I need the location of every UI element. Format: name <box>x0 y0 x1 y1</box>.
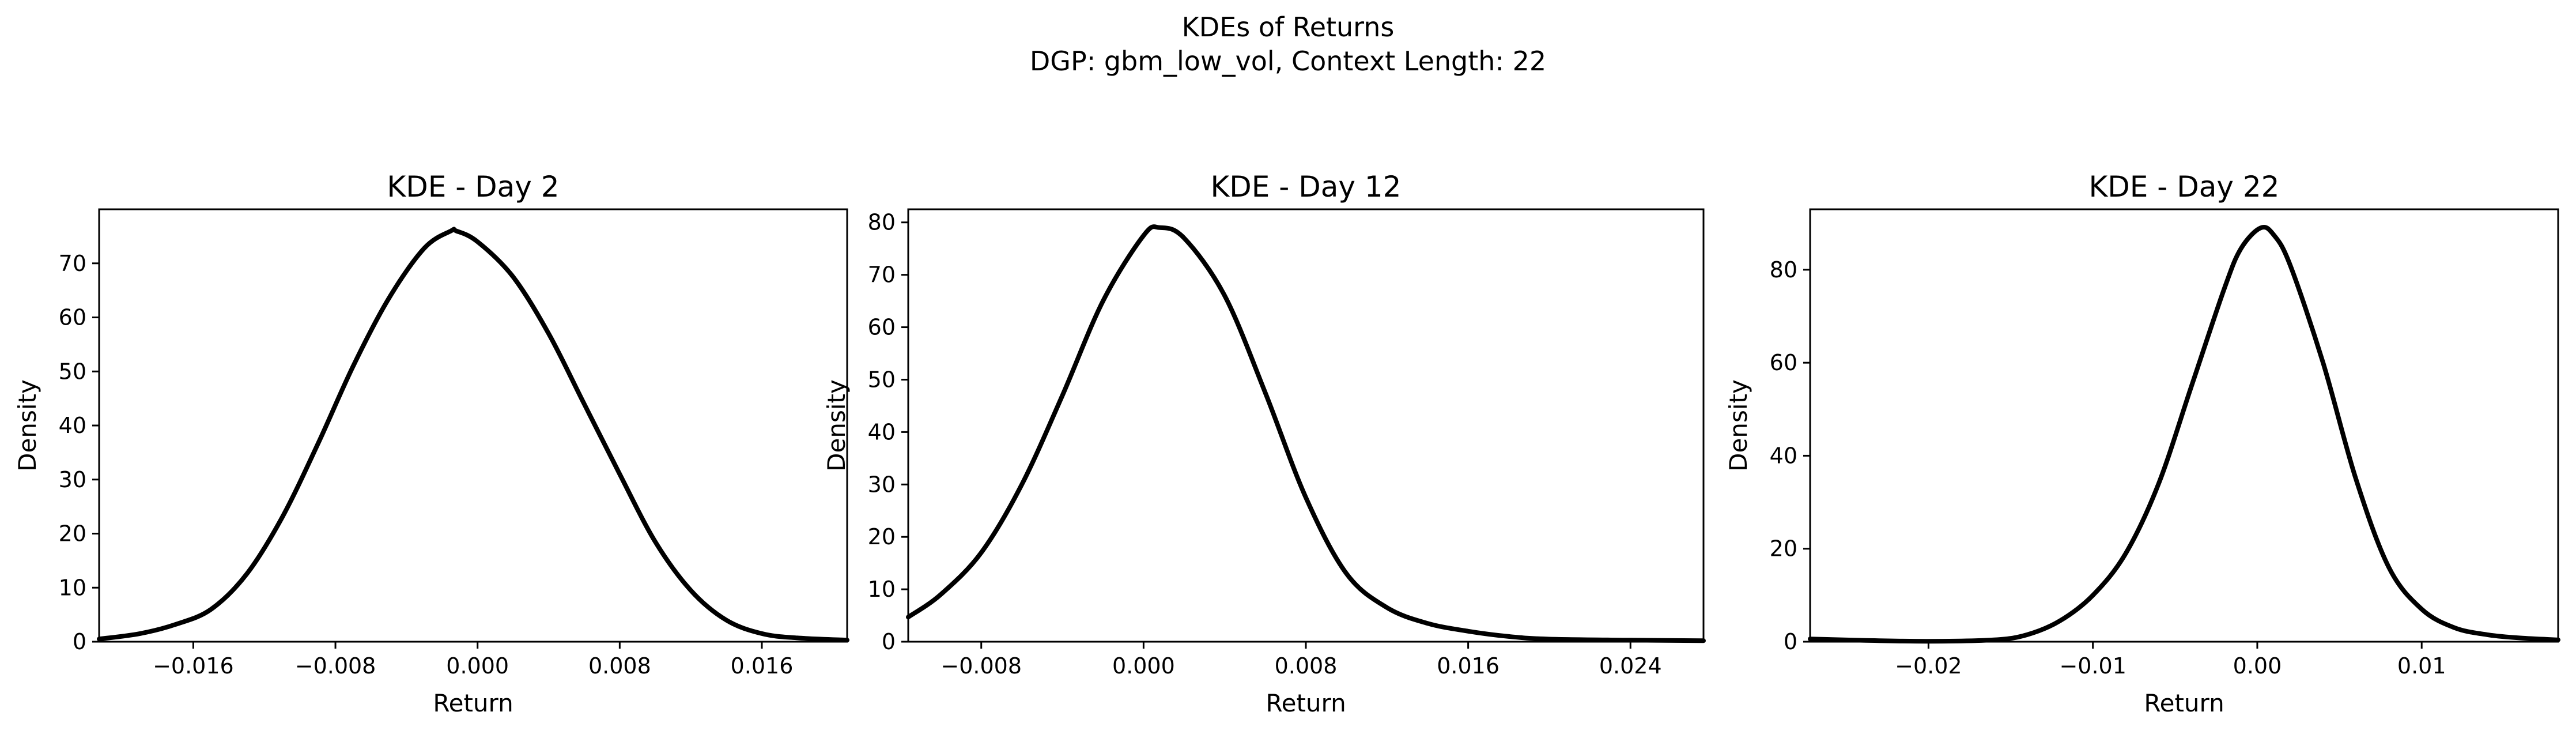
x-tick-label: −0.01 <box>2059 653 2126 679</box>
y-tick-label: 40 <box>868 419 896 445</box>
y-tick-label: 50 <box>59 359 86 384</box>
subplot-title: KDE - Day 12 <box>1211 170 1402 204</box>
x-tick-label: 0.016 <box>731 653 794 679</box>
y-tick-label: 20 <box>1770 536 1797 562</box>
y-tick-label: 0 <box>1784 629 1797 654</box>
subplot-title: KDE - Day 2 <box>387 170 559 204</box>
kde-curve <box>906 224 1706 643</box>
x-tick-label: 0.024 <box>1599 653 1662 679</box>
x-tick-label: 0.000 <box>1112 653 1175 679</box>
figure-suptitle-line1: KDEs of Returns <box>1182 12 1395 43</box>
plot-area-frame <box>1809 208 2559 643</box>
subplot-3: KDE - Day 22 −0.02 −0.01 0.00 0.01 0 20 40 60 80 R… <box>1724 170 2560 717</box>
subplots: KDE - Day 2−0.016 −0.008 0.000 0.008 0.01601… <box>13 170 2560 717</box>
plot-area-frame <box>98 208 848 643</box>
y-tick-label: 60 <box>1770 350 1797 375</box>
x-tick-label: 0.00 <box>2233 653 2282 679</box>
y-tick-label: 30 <box>868 472 896 497</box>
y-tick-label: 70 <box>868 262 896 288</box>
subplot-2: KDE - Day 12 −0.008 0.000 0.008 0.016 0.024 0 1… <box>822 170 1706 717</box>
y-tick-label: 60 <box>59 305 86 330</box>
kde-curve <box>1808 224 2560 644</box>
x-axis-label: Return <box>2144 689 2224 717</box>
y-tick-label: 10 <box>868 577 896 602</box>
x-tick-label: 0.016 <box>1437 653 1499 679</box>
x-axis-label: Return <box>433 689 513 717</box>
plot-area-frame <box>907 208 1705 643</box>
figure-suptitle-line2: DGP: gbm_low_vol, Context Length: 22 <box>1030 46 1546 77</box>
y-axis-label: Density <box>822 379 851 472</box>
y-tick-label: 40 <box>59 413 86 438</box>
x-tick-label: 0.01 <box>2397 653 2446 679</box>
y-axis-label: Density <box>13 379 41 472</box>
x-tick-label: 0.000 <box>446 653 509 679</box>
y-tick-label: 40 <box>1770 443 1797 468</box>
y-tick-label: 20 <box>868 524 896 549</box>
y-tick-label: 80 <box>868 210 896 235</box>
subplot-1: KDE - Day 2 −0.016 −0.008 0.000 0.008 0.016 0 1… <box>13 170 849 717</box>
x-tick-label: 0.008 <box>1275 653 1338 679</box>
y-tick-label: 50 <box>868 367 896 392</box>
kde-curve <box>97 227 849 643</box>
x-tick-label: −0.008 <box>295 653 376 679</box>
y-tick-label: 10 <box>59 575 86 600</box>
y-tick-label: 80 <box>1770 257 1797 283</box>
y-tick-label: 0 <box>882 629 896 654</box>
y-tick-label: 70 <box>59 251 86 276</box>
x-axis-label: Return <box>1266 689 1346 717</box>
x-tick-label: −0.016 <box>153 653 234 679</box>
x-tick-label: −0.008 <box>940 653 1022 679</box>
y-tick-label: 60 <box>868 315 896 340</box>
y-tick-label: 30 <box>59 467 86 492</box>
x-tick-label: 0.008 <box>588 653 651 679</box>
subplot-title: KDE - Day 22 <box>2089 170 2280 204</box>
y-tick-label: 0 <box>73 629 86 654</box>
x-tick-label: −0.02 <box>1895 653 1962 679</box>
y-tick-label: 20 <box>59 521 86 547</box>
y-axis-label: Density <box>1724 379 1752 472</box>
